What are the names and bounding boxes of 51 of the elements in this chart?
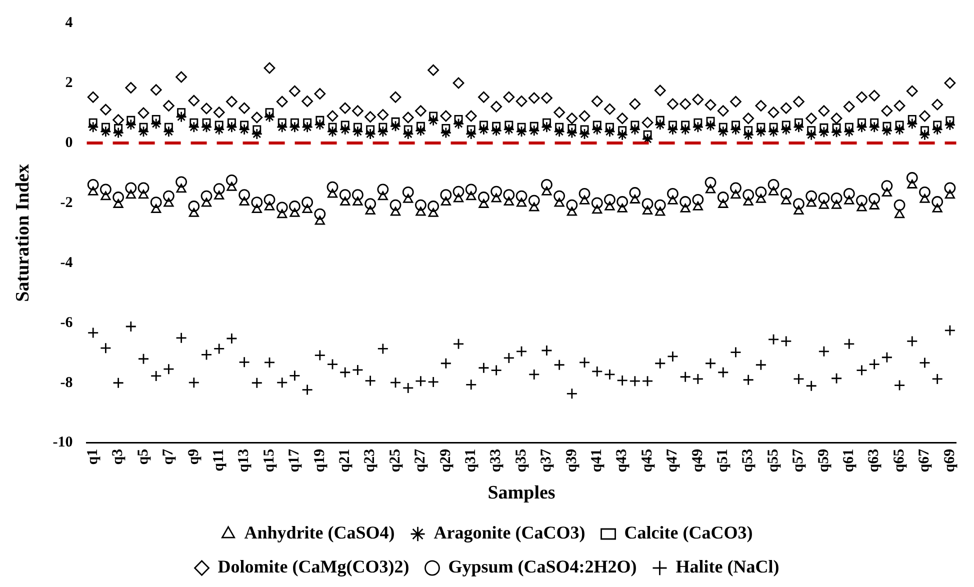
y-tick-label: -4 [60,254,74,271]
x-tick-label: q3 [110,448,126,465]
y-tick-label: -8 [60,374,73,391]
x-tick-label: q57 [790,448,807,472]
x-tick-label: q25 [387,448,404,472]
x-tick-label: q47 [664,448,681,472]
y-tick-label: -10 [52,434,73,451]
x-tick-label: q49 [690,448,706,472]
x-tick-label: q35 [513,448,530,472]
y-tick-label: 4 [65,14,74,31]
x-tick-label: q19 [312,448,328,472]
legend-label: Dolomite (CaMg(CO3)2) [218,556,410,577]
y-tick-label: 0 [65,134,73,151]
x-tick-label: q23 [362,448,378,472]
x-tick-label: q45 [639,448,656,472]
x-tick-label: q1 [84,448,101,465]
x-tick-label: q53 [740,448,756,472]
x-tick-label: q29 [438,448,454,472]
x-tick-label: q43 [614,448,630,472]
x-tick-label: q63 [866,448,882,472]
legend-label: Calcite (CaCO3) [624,522,753,543]
x-tick-label: q33 [488,448,504,472]
x-tick-label: q39 [564,448,580,472]
x-tick-label: q9 [186,448,202,465]
x-tick-label: q65 [891,448,908,472]
legend-label: Aragonite (CaCO3) [434,522,586,543]
x-tick-label: q55 [765,448,782,472]
x-tick-label: q17 [286,448,303,472]
x-tick-label: q5 [135,448,152,465]
x-tick-label: q61 [841,448,858,472]
x-tick-label: q31 [462,448,479,472]
x-tick-label: q59 [816,448,832,472]
x-tick-label: q15 [261,448,278,472]
x-tick-label: q41 [589,448,605,472]
x-tick-label: q37 [538,448,555,472]
legend-label: Anhydrite (CaSO4) [244,522,395,543]
x-tick-label: q7 [160,448,177,465]
y-tick-label: -2 [60,194,73,211]
y-tick-label: -6 [60,314,74,331]
y-tick-label: 2 [65,74,73,91]
x-tick-label: q69 [942,448,958,472]
x-tick-label: q51 [715,448,732,472]
x-tick-label: q67 [916,448,933,472]
x-tick-label: q13 [236,448,252,472]
x-tick-label: q21 [336,448,353,472]
legend-label: Halite (NaCl) [676,556,780,577]
y-axis-title: Saturation Index [12,164,34,302]
x-tick-label: q11 [210,448,227,472]
x-tick-label: q27 [412,448,429,472]
x-axis-title: Samples [488,482,556,504]
legend-label: Gypsum (CaSO4:2H2O) [448,556,637,577]
